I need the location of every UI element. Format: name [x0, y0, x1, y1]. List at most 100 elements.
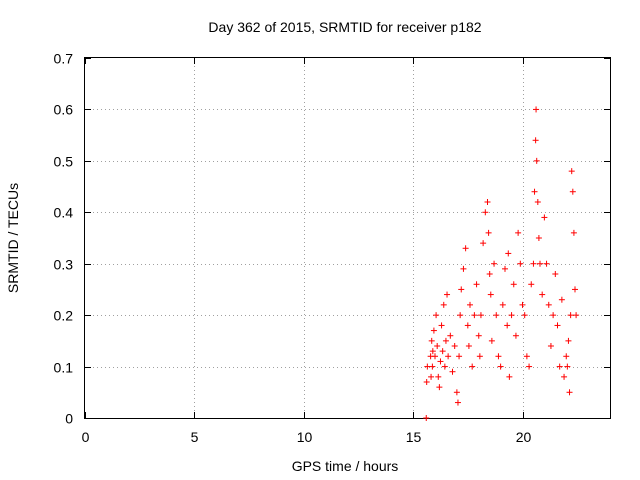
y-axis-label: SRMTID / TECUs [5, 183, 21, 293]
data-point [502, 265, 508, 272]
x-tick-label: 5 [191, 429, 199, 445]
data-point [482, 209, 489, 216]
data-point [433, 312, 440, 319]
data-point [572, 286, 578, 293]
data-point [462, 245, 469, 252]
data-point [423, 415, 430, 421]
data-point [464, 322, 471, 329]
data-point [432, 353, 438, 360]
data-point [533, 106, 540, 113]
data-point [530, 260, 537, 267]
data-point [537, 260, 543, 267]
data-point [447, 332, 454, 339]
data-point [493, 312, 500, 319]
data-point [554, 322, 561, 329]
x-tick-label: 0 [82, 429, 90, 445]
data-point [567, 312, 574, 319]
grid [85, 58, 610, 418]
x-axis-label: GPS time / hours [292, 458, 399, 474]
data-point [495, 353, 502, 360]
data-point [476, 353, 483, 360]
data-point [484, 199, 491, 205]
data-point [532, 137, 539, 144]
data-point [451, 343, 458, 349]
data-point [473, 281, 480, 288]
data-point [453, 389, 460, 396]
data-point [568, 168, 575, 175]
data-point [430, 327, 437, 334]
data-point [475, 332, 482, 339]
data-point [487, 291, 494, 298]
data-point [505, 250, 512, 257]
data-point [435, 373, 442, 380]
data-point [547, 343, 554, 349]
x-tick-label: 10 [297, 429, 313, 445]
data-point [458, 286, 465, 293]
data-point [467, 301, 473, 308]
y-tick-label: 0.6 [54, 102, 74, 118]
data-point [556, 363, 563, 370]
data-point [566, 389, 573, 396]
y-tick-label: 0.5 [54, 154, 74, 170]
data-point [561, 373, 568, 380]
data-point [534, 199, 541, 205]
data-point [488, 337, 495, 344]
data-point [439, 348, 446, 355]
data-point [423, 379, 430, 385]
data-point [565, 337, 572, 344]
data-point [521, 312, 528, 319]
data-point [552, 271, 559, 277]
data-point [429, 363, 436, 370]
data-point [512, 332, 519, 339]
data-point [486, 271, 493, 277]
y-tick-label: 0.2 [54, 308, 74, 324]
data-point [531, 188, 538, 195]
data-point [506, 373, 513, 380]
data-point [480, 240, 487, 247]
data-point [428, 337, 435, 344]
axis-ticks [85, 58, 610, 419]
data-point [456, 353, 463, 360]
data-point [445, 353, 452, 360]
data-point [437, 358, 444, 365]
data-point [570, 229, 577, 236]
data-point [438, 322, 445, 329]
data-point [515, 229, 522, 236]
data-point [485, 229, 492, 236]
y-tick-label: 0 [65, 411, 73, 427]
x-tick-label: 20 [516, 429, 532, 445]
data-point [573, 312, 580, 319]
data-point [564, 363, 571, 370]
data-point [519, 301, 526, 308]
data-point [428, 373, 435, 380]
data-point [508, 312, 515, 319]
data-point [465, 343, 472, 349]
data-point [558, 296, 565, 303]
data-point [523, 353, 530, 360]
y-tick-label: 0.1 [54, 360, 74, 376]
data-point [545, 301, 552, 308]
data-point [442, 337, 449, 344]
data-point [429, 348, 436, 355]
data-point [539, 291, 546, 298]
data-point [526, 363, 533, 370]
data-point [563, 353, 570, 360]
data-point [454, 399, 461, 406]
data-point [543, 260, 550, 267]
tick-labels: 0 5 10 15 20 0 0.1 0.2 0.3 0.4 0.5 0.6 0.7 [54, 51, 532, 446]
data-point [424, 363, 431, 370]
data-point [541, 214, 548, 221]
plot-frame [84, 57, 611, 419]
data-point [497, 363, 504, 370]
chart-title: Day 362 of 2015, SRMTID for receiver p18… [208, 19, 481, 35]
data-point [533, 157, 540, 164]
data-point [550, 312, 557, 319]
data-point [535, 235, 542, 241]
y-tick-label: 0.7 [54, 51, 74, 67]
data-point [510, 281, 517, 288]
data-point [504, 322, 511, 329]
data-point [434, 343, 441, 349]
data-point [457, 312, 464, 319]
